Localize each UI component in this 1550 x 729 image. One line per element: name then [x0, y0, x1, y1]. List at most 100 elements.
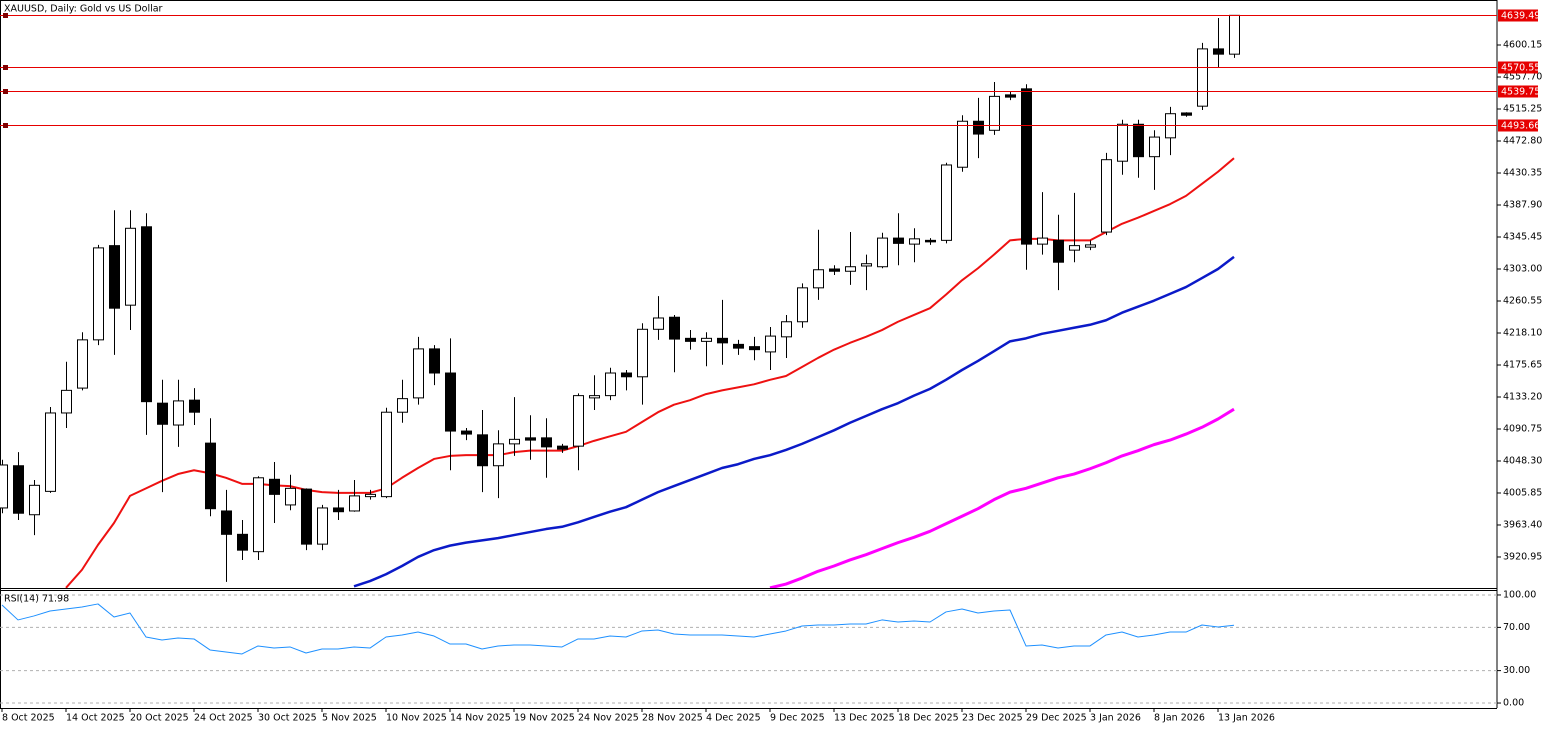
- y-tick-label: 3963.40: [1503, 519, 1542, 530]
- candle-body: [701, 337, 712, 342]
- candle-body: [205, 442, 216, 510]
- candle-body: [813, 269, 824, 289]
- chart-title: XAUUSD, Daily: Gold vs US Dollar: [4, 4, 163, 15]
- candle-body: [541, 437, 552, 448]
- level-label: 4639.49: [1501, 11, 1540, 22]
- level-label-box: [1498, 9, 1538, 22]
- candle-body: [1021, 88, 1032, 245]
- candle-body: [797, 287, 808, 323]
- y-tick-label: 4175.65: [1503, 359, 1542, 370]
- level-label: 4570.55: [1501, 63, 1540, 74]
- y-tick-label: 30.00: [1503, 665, 1530, 676]
- candle-body: [669, 316, 680, 340]
- candle-body: [1197, 48, 1208, 107]
- candle-body: [77, 339, 88, 389]
- candle-body: [1069, 245, 1080, 251]
- x-tick-label: 4 Dec 2025: [706, 713, 761, 724]
- candle-body: [141, 226, 152, 403]
- x-tick-label: 29 Dec 2025: [1026, 713, 1087, 724]
- candle-body: [925, 239, 936, 243]
- candle-body: [909, 238, 920, 245]
- candle-body: [461, 430, 472, 435]
- candle-body: [605, 372, 616, 397]
- level-label-box: [1498, 85, 1538, 98]
- candle-body: [573, 395, 584, 447]
- y-tick-label: 4345.45: [1503, 231, 1542, 242]
- candle-body: [221, 510, 232, 535]
- level-handle: [3, 65, 8, 70]
- y-tick-label: 4005.85: [1503, 487, 1542, 498]
- candle-body: [1101, 159, 1112, 233]
- x-tick-label: 23 Dec 2025: [962, 713, 1023, 724]
- candle-body: [1037, 237, 1048, 245]
- candle-body: [173, 400, 184, 426]
- x-tick-label: 14 Oct 2025: [66, 713, 125, 724]
- candle-body: [941, 164, 952, 241]
- x-tick-label: 18 Dec 2025: [898, 713, 959, 724]
- candle-body: [269, 478, 280, 495]
- x-tick-label: 30 Oct 2025: [258, 713, 317, 724]
- moving-average: [769, 407, 1235, 588]
- rsi-panel: [0, 594, 1497, 704]
- candle-body: [157, 402, 168, 425]
- candle-body: [749, 346, 760, 351]
- y-tick-label: 4048.30: [1503, 455, 1542, 466]
- candle-body: [845, 266, 856, 272]
- candle-body: [381, 411, 392, 498]
- y-tick-label: 4260.55: [1503, 295, 1542, 306]
- candle-body: [589, 395, 600, 399]
- candle-body: [733, 343, 744, 349]
- candle-body: [365, 493, 376, 498]
- candle-body: [109, 245, 120, 309]
- x-tick-label: 8 Jan 2026: [1154, 713, 1205, 724]
- x-tick-label: 5 Nov 2025: [322, 713, 377, 724]
- x-tick-label: 24 Nov 2025: [578, 713, 639, 724]
- level-label-box: [1498, 61, 1538, 74]
- candle-body: [1133, 123, 1144, 158]
- candle-body: [285, 487, 296, 506]
- x-tick-label: 24 Oct 2025: [194, 713, 253, 724]
- candle-body: [29, 484, 40, 516]
- y-tick-label: 4515.25: [1503, 103, 1542, 114]
- y-tick-label: 4430.35: [1503, 167, 1542, 178]
- candle-body: [253, 477, 264, 553]
- level-handle: [3, 89, 8, 94]
- candle-body: [509, 438, 520, 445]
- candle-body: [973, 120, 984, 135]
- candle-body: [989, 95, 1000, 131]
- y-tick-label: 4557.70: [1503, 72, 1542, 83]
- candle-body: [1117, 123, 1128, 162]
- candle-body: [93, 247, 104, 341]
- x-tick-label: 8 Oct 2025: [2, 713, 55, 724]
- y-tick-label: 4472.80: [1503, 135, 1542, 146]
- y-tick-label: 4218.10: [1503, 327, 1542, 338]
- candle-body: [493, 443, 504, 467]
- y-tick-label: 100.00: [1503, 589, 1536, 600]
- candle-body: [445, 372, 456, 432]
- level-handle: [3, 13, 8, 18]
- candle-body: [477, 434, 488, 467]
- candle-body: [45, 412, 56, 492]
- candle-body: [1149, 136, 1160, 158]
- x-tick-label: 13 Dec 2025: [834, 713, 895, 724]
- candle-body: [685, 337, 696, 342]
- x-tick-label: 3 Jan 2026: [1090, 713, 1141, 724]
- y-tick-label: 3920.95: [1503, 551, 1542, 562]
- main-panel: [0, 13, 1497, 588]
- x-tick-label: 10 Nov 2025: [386, 713, 447, 724]
- candle-body: [237, 533, 248, 551]
- candle-body: [1053, 239, 1064, 263]
- candle-body: [781, 321, 792, 338]
- candle-body: [1213, 48, 1224, 55]
- candle-body: [765, 335, 776, 353]
- y-tick-label: 4303.00: [1503, 263, 1542, 274]
- candle-body: [893, 237, 904, 244]
- candle-body: [429, 348, 440, 374]
- level-label: 4539.75: [1501, 87, 1540, 98]
- candle-body: [61, 389, 72, 414]
- y-tick-label: 4133.20: [1503, 391, 1542, 402]
- candle-body: [1181, 112, 1192, 116]
- candle-body: [861, 263, 872, 267]
